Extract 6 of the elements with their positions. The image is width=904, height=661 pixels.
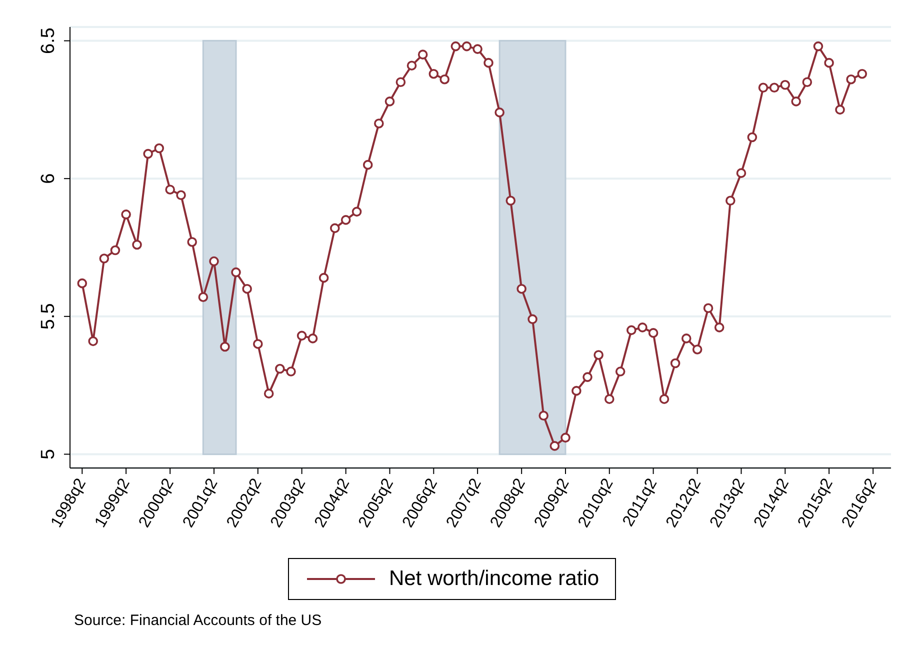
y-tick-label: 6.5: [38, 28, 59, 54]
y-tick-label: 6: [38, 173, 59, 184]
legend-label: Net worth/income ratio: [388, 567, 600, 591]
y-tick-label: 5: [38, 448, 59, 460]
source-note: Source: Financial Accounts of the US: [74, 612, 323, 629]
y-tick-label: 5.5: [38, 303, 59, 330]
